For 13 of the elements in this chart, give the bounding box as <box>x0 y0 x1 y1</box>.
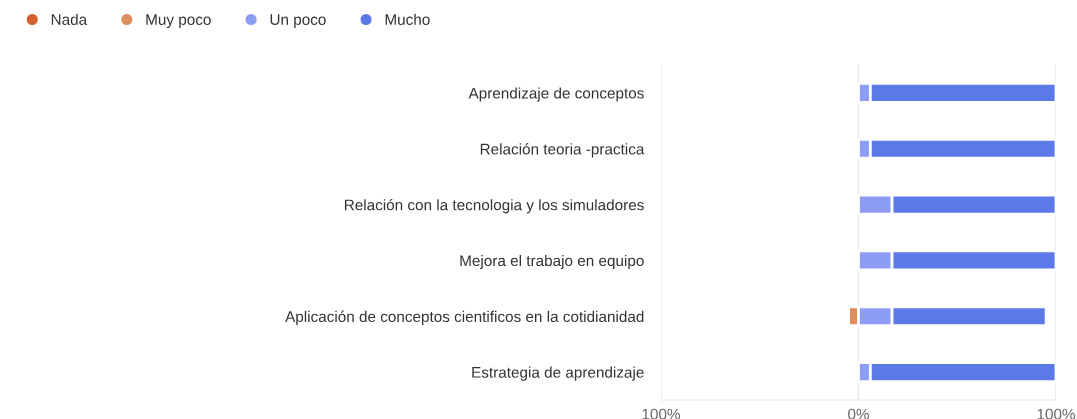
legend-label: Nada <box>51 13 88 25</box>
legend-label: Un poco <box>270 14 326 28</box>
x-tick-label: 0% <box>848 408 869 419</box>
x-tick-label: 100% <box>642 408 680 419</box>
x-tick-label: 100% <box>1037 408 1075 419</box>
y-tick-label: Aplicación de conceptos cientificos en la cotidianidad <box>285 310 644 326</box>
legend-label: Muy poco <box>146 14 211 28</box>
y-tick-label: Relación teoria -practica <box>480 143 645 158</box>
y-tick-label: Aprendizaje de conceptos <box>468 87 644 102</box>
legend-label: Mucho <box>385 13 430 25</box>
y-tick-label: Mejora el trabajo en equipo <box>460 254 644 270</box>
y-tick-label: Estrategia de aprendizaje <box>472 366 644 381</box>
y-tick-label: Relación con la tecnologia y los simuladores <box>344 198 644 214</box>
